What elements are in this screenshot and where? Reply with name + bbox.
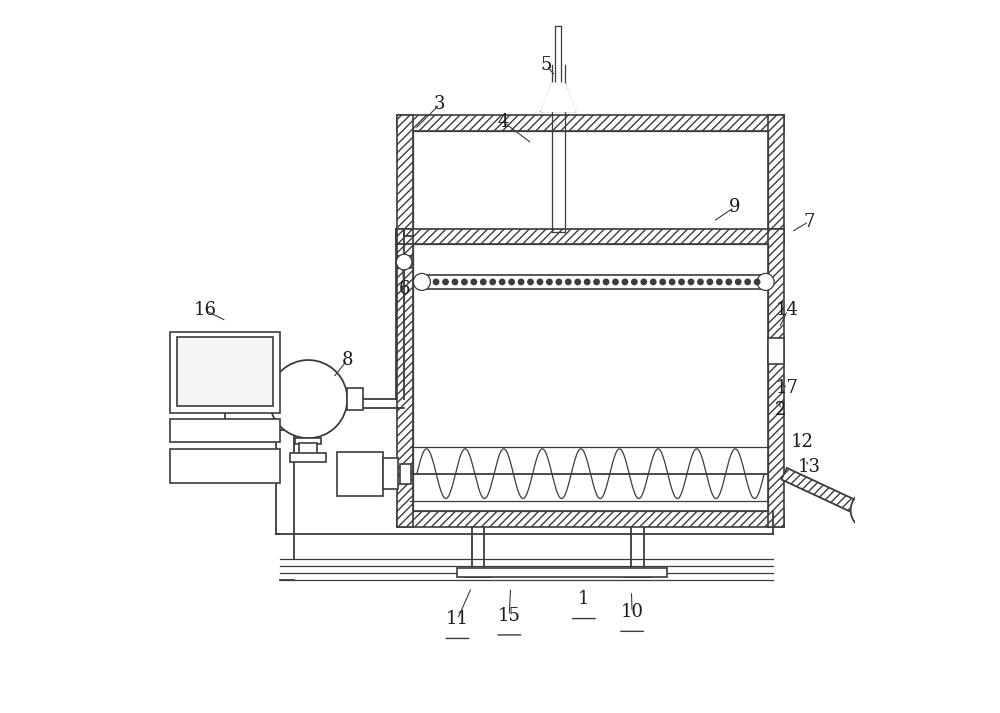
Text: 16: 16 xyxy=(194,302,217,319)
Text: 13: 13 xyxy=(797,458,820,476)
Text: 11: 11 xyxy=(446,610,469,628)
Bar xyxy=(397,511,784,527)
Circle shape xyxy=(556,279,562,284)
Circle shape xyxy=(707,279,713,284)
Circle shape xyxy=(622,279,628,284)
Bar xyxy=(894,496,915,525)
Bar xyxy=(397,229,413,527)
Circle shape xyxy=(547,279,552,284)
Circle shape xyxy=(490,279,495,284)
Bar xyxy=(295,438,321,444)
Circle shape xyxy=(518,279,524,284)
Bar xyxy=(397,115,413,229)
Bar xyxy=(457,568,667,577)
Bar xyxy=(299,443,317,453)
Circle shape xyxy=(726,279,731,284)
Circle shape xyxy=(651,279,656,284)
Text: 14: 14 xyxy=(776,302,799,319)
Circle shape xyxy=(537,279,543,284)
Circle shape xyxy=(443,279,448,284)
Circle shape xyxy=(698,279,703,284)
Text: 3: 3 xyxy=(434,96,445,113)
Circle shape xyxy=(679,279,684,284)
Circle shape xyxy=(462,279,467,284)
Text: 5: 5 xyxy=(540,56,552,74)
Text: 7: 7 xyxy=(803,212,815,230)
Text: 12: 12 xyxy=(790,433,813,451)
Circle shape xyxy=(566,279,571,284)
Bar xyxy=(177,337,273,406)
Text: 10: 10 xyxy=(621,603,644,621)
Bar xyxy=(424,275,768,289)
Circle shape xyxy=(509,279,514,284)
Text: 4: 4 xyxy=(498,113,509,131)
Bar xyxy=(768,115,784,229)
Circle shape xyxy=(613,279,618,284)
Circle shape xyxy=(754,279,760,284)
Circle shape xyxy=(641,279,646,284)
Polygon shape xyxy=(541,83,575,111)
Circle shape xyxy=(396,255,412,270)
Circle shape xyxy=(632,279,637,284)
Circle shape xyxy=(745,279,750,284)
Polygon shape xyxy=(541,86,575,111)
Circle shape xyxy=(669,279,675,284)
Text: 17: 17 xyxy=(776,379,799,397)
Circle shape xyxy=(688,279,694,284)
Bar xyxy=(397,115,784,130)
Circle shape xyxy=(851,491,890,530)
Bar xyxy=(400,463,411,483)
Text: 15: 15 xyxy=(498,607,521,625)
Text: 6: 6 xyxy=(398,280,410,298)
Bar xyxy=(768,338,784,364)
Bar xyxy=(398,257,411,267)
Bar xyxy=(347,389,363,410)
Circle shape xyxy=(433,279,439,284)
Bar xyxy=(170,332,280,414)
Circle shape xyxy=(603,279,609,284)
Circle shape xyxy=(660,279,665,284)
Text: 2: 2 xyxy=(775,401,786,419)
Circle shape xyxy=(269,360,347,438)
Bar xyxy=(290,453,326,461)
Bar xyxy=(170,419,280,442)
Bar xyxy=(337,451,383,496)
Circle shape xyxy=(499,279,505,284)
Bar xyxy=(383,458,398,489)
Text: 9: 9 xyxy=(729,198,740,216)
Polygon shape xyxy=(781,468,858,513)
Circle shape xyxy=(471,279,477,284)
Circle shape xyxy=(452,279,458,284)
Circle shape xyxy=(528,279,533,284)
Circle shape xyxy=(575,279,580,284)
Circle shape xyxy=(413,273,430,290)
Text: 1: 1 xyxy=(578,590,590,608)
Bar xyxy=(170,448,280,483)
Circle shape xyxy=(594,279,599,284)
Bar xyxy=(768,229,784,527)
Circle shape xyxy=(736,279,741,284)
Circle shape xyxy=(757,273,774,290)
Circle shape xyxy=(481,279,486,284)
Bar xyxy=(397,229,784,245)
Circle shape xyxy=(584,279,590,284)
Text: 8: 8 xyxy=(342,351,353,369)
Circle shape xyxy=(717,279,722,284)
